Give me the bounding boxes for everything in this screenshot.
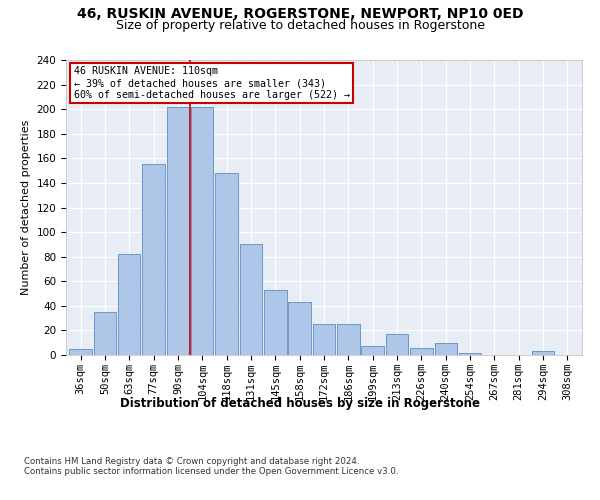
- Bar: [313, 324, 335, 355]
- Bar: [337, 324, 359, 355]
- Bar: [215, 173, 238, 355]
- Bar: [142, 164, 165, 355]
- Bar: [459, 352, 481, 355]
- Bar: [191, 106, 214, 355]
- Bar: [532, 352, 554, 355]
- Bar: [264, 290, 287, 355]
- Bar: [118, 254, 140, 355]
- Text: 46, RUSKIN AVENUE, ROGERSTONE, NEWPORT, NP10 0ED: 46, RUSKIN AVENUE, ROGERSTONE, NEWPORT, …: [77, 8, 523, 22]
- Bar: [410, 348, 433, 355]
- Bar: [70, 349, 92, 355]
- Bar: [167, 106, 189, 355]
- Y-axis label: Number of detached properties: Number of detached properties: [21, 120, 31, 295]
- Bar: [94, 312, 116, 355]
- Text: Size of property relative to detached houses in Rogerstone: Size of property relative to detached ho…: [115, 19, 485, 32]
- Bar: [240, 244, 262, 355]
- Bar: [434, 342, 457, 355]
- Bar: [361, 346, 384, 355]
- Text: Contains public sector information licensed under the Open Government Licence v3: Contains public sector information licen…: [24, 468, 398, 476]
- Bar: [289, 302, 311, 355]
- Text: Contains HM Land Registry data © Crown copyright and database right 2024.: Contains HM Land Registry data © Crown c…: [24, 458, 359, 466]
- Bar: [386, 334, 408, 355]
- Text: 46 RUSKIN AVENUE: 110sqm
← 39% of detached houses are smaller (343)
60% of semi-: 46 RUSKIN AVENUE: 110sqm ← 39% of detach…: [74, 66, 350, 100]
- Text: Distribution of detached houses by size in Rogerstone: Distribution of detached houses by size …: [120, 398, 480, 410]
